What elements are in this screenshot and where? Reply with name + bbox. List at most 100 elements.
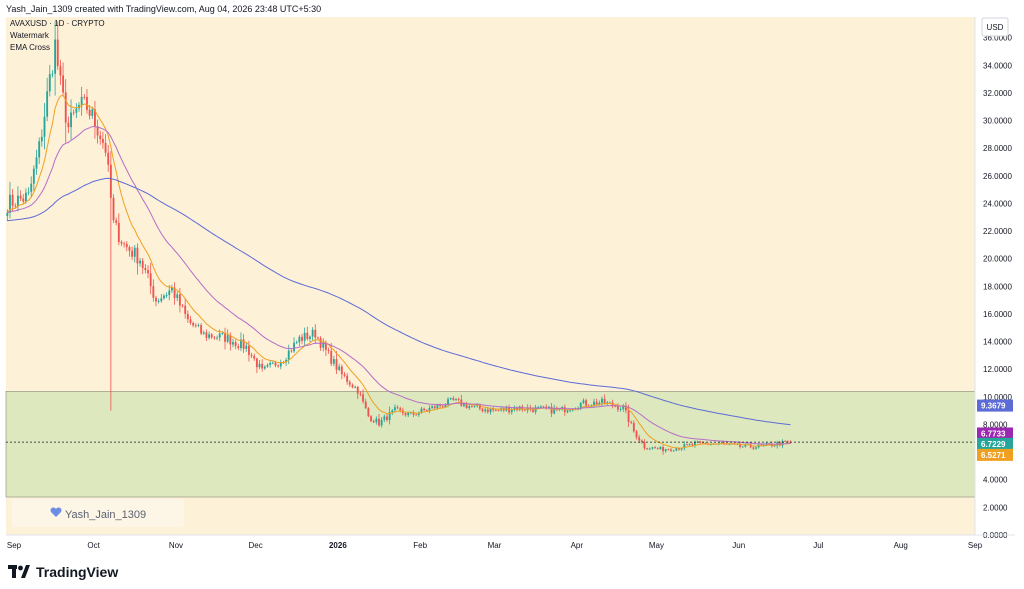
candle-body [436, 404, 439, 409]
candle-body [760, 444, 763, 446]
candle-body [691, 444, 694, 446]
candle-body [221, 332, 224, 334]
candle-body [104, 142, 107, 153]
candle-body [407, 412, 410, 416]
chart-legend: AVAXUSD · 1D · CRYPTO Watermark EMA Cros… [10, 19, 105, 52]
y-tick-label: 16.0000 [983, 310, 1012, 319]
candle-body [532, 409, 534, 412]
candle-body [234, 342, 237, 347]
candle-body [157, 301, 160, 302]
candle-body [335, 359, 338, 370]
candle-body [109, 164, 112, 198]
candle-body [656, 448, 659, 449]
candle-body [489, 408, 492, 412]
candle-body [155, 297, 157, 302]
time-axis[interactable]: Sep Oct Nov Dec 2026 Feb Mar Apr May Jun Jul Aug Sep [6, 534, 1015, 550]
candle-body [356, 386, 359, 394]
x-tick-label: Sep [968, 541, 983, 550]
candle-body [709, 444, 712, 446]
candle-body [64, 92, 67, 123]
candle-body [86, 96, 88, 110]
candle-body [455, 399, 457, 401]
candle-body [741, 446, 744, 448]
candle-body [354, 386, 357, 388]
x-tick-label: Apr [571, 541, 584, 550]
candle-body [38, 141, 41, 158]
candle-body [378, 418, 380, 426]
candle-body [457, 399, 460, 400]
candle-body [250, 354, 253, 356]
candle-body [476, 405, 479, 406]
candle-body [755, 447, 757, 449]
candle-body [54, 39, 57, 74]
candle-body [189, 319, 192, 324]
candle-body [247, 345, 250, 355]
candle-body [359, 393, 362, 395]
candle-body [43, 116, 46, 137]
candle-body [186, 313, 189, 320]
candle-body [595, 401, 598, 405]
ema-line [6, 94, 791, 449]
candle-body [617, 406, 619, 410]
candle-body [773, 445, 776, 447]
candle-body [176, 294, 179, 299]
candle-body [364, 401, 367, 409]
candle-body [662, 446, 664, 452]
candle-body [667, 449, 670, 451]
candle-body [664, 449, 667, 452]
candle-body [277, 365, 280, 367]
candle-body [518, 406, 521, 411]
candle-body [404, 413, 407, 416]
candle-body [9, 194, 11, 213]
candle-body [261, 363, 264, 369]
price-tag [977, 437, 1013, 450]
candle-body [524, 409, 526, 411]
candle-body [550, 406, 553, 414]
candle-body [351, 384, 354, 388]
candle-body [688, 444, 691, 445]
candle-body [630, 421, 633, 423]
currency-button[interactable]: USD [981, 17, 1009, 37]
candle-body [237, 346, 240, 349]
candle-body [141, 260, 144, 268]
candle-body [309, 336, 311, 340]
x-tick-label: Mar [488, 541, 502, 550]
candle-body [160, 298, 163, 302]
candle-body [287, 350, 290, 360]
x-tick-label: Aug [894, 541, 908, 550]
price-axis[interactable]: 36.0000 34.0000 32.0000 30.0000 28.0000 26.00… [974, 17, 1012, 540]
candle-body [386, 416, 388, 420]
x-tick-label: Feb [413, 541, 427, 550]
candle-body [271, 362, 274, 364]
candle-body [6, 212, 9, 216]
candle-body [423, 408, 426, 411]
candle-body [396, 407, 399, 409]
heart-icon [50, 507, 62, 517]
candle-body [473, 405, 476, 407]
candle-body [428, 407, 431, 411]
y-tick-label: 8.0000 [983, 420, 1008, 429]
candle-body [367, 408, 370, 417]
candle-body [752, 447, 755, 449]
watermark-text: Yash_Jain_1309 [65, 509, 146, 521]
candle-body [144, 267, 147, 271]
candle-body [593, 401, 595, 406]
candle-body [128, 247, 131, 251]
candle-body [123, 243, 126, 245]
candle-body [672, 450, 675, 452]
support-zone [5, 391, 976, 498]
candle-body [635, 431, 638, 438]
candle-body [449, 398, 452, 400]
candle-body [638, 437, 641, 441]
candle-body [319, 337, 322, 348]
candle-body [279, 362, 282, 367]
candle-body [80, 96, 83, 105]
candle-body [383, 416, 386, 420]
tradingview-icon [8, 565, 30, 578]
candle-body [226, 335, 229, 342]
candle-body [96, 126, 99, 136]
candle-body [433, 406, 436, 409]
candle-body [117, 222, 120, 242]
candle-body [614, 405, 617, 407]
